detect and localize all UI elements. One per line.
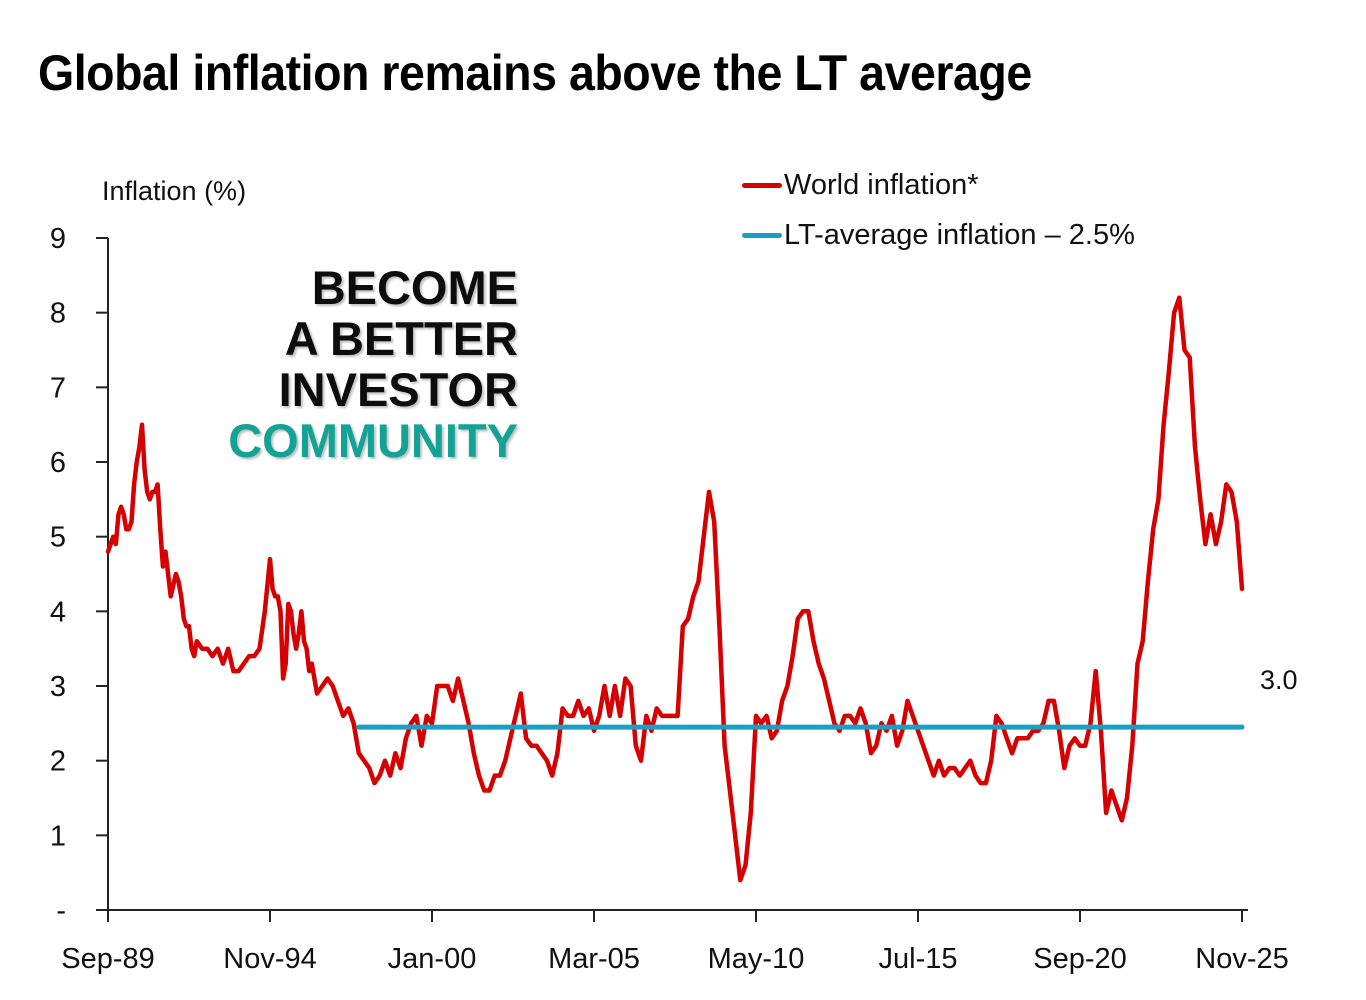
y-tick-label: 4	[50, 596, 66, 628]
watermark-highlight: COMMUNITY	[228, 414, 518, 467]
y-tick-label: 2	[50, 746, 66, 778]
legend-label: World inflation*	[784, 168, 979, 201]
legend-swatch-blue	[742, 232, 782, 238]
y-tick-label: 3	[50, 671, 66, 703]
watermark-line: INVESTOR	[278, 363, 518, 416]
legend-label: LT-average inflation – 2.5%	[784, 218, 1135, 251]
x-tick-label: Nov-94	[223, 943, 317, 975]
end-value-label: 3.0	[1260, 665, 1298, 695]
y-tick-label: 8	[50, 298, 66, 330]
chart-title: Global inflation remains above the LT av…	[38, 45, 1032, 101]
x-tick-label: Nov-25	[1195, 943, 1289, 975]
x-tick-label: Sep-89	[61, 943, 155, 975]
y-axis-label: Inflation (%)	[102, 176, 247, 206]
legend-swatch-red	[742, 182, 782, 188]
watermark-line: BECOME	[311, 261, 518, 314]
y-tick-label: 5	[50, 522, 66, 554]
watermark-logo: BECOME A BETTER INVESTOR COMMUNITY	[228, 262, 518, 466]
legend-item-lt-average: LT-average inflation – 2.5%	[742, 210, 1135, 260]
y-tick-label: 7	[50, 372, 66, 404]
legend-item-world-inflation: World inflation*	[742, 160, 1135, 210]
y-tick-label: 6	[50, 447, 66, 479]
x-tick-label: Mar-05	[548, 943, 640, 975]
x-tick-label: Jan-00	[388, 943, 477, 975]
y-tick-label: 9	[50, 223, 66, 255]
x-tick-label: May-10	[708, 943, 805, 975]
x-tick-label: Sep-20	[1033, 943, 1127, 975]
series-line-world-inflation	[105, 295, 1245, 883]
x-tick-label: Jul-15	[879, 943, 958, 975]
y-tick-label: 1	[50, 820, 66, 852]
watermark-line: A BETTER	[284, 312, 518, 365]
y-tick-label: -	[56, 895, 66, 927]
legend: World inflation* LT-average inflation – …	[742, 160, 1135, 260]
